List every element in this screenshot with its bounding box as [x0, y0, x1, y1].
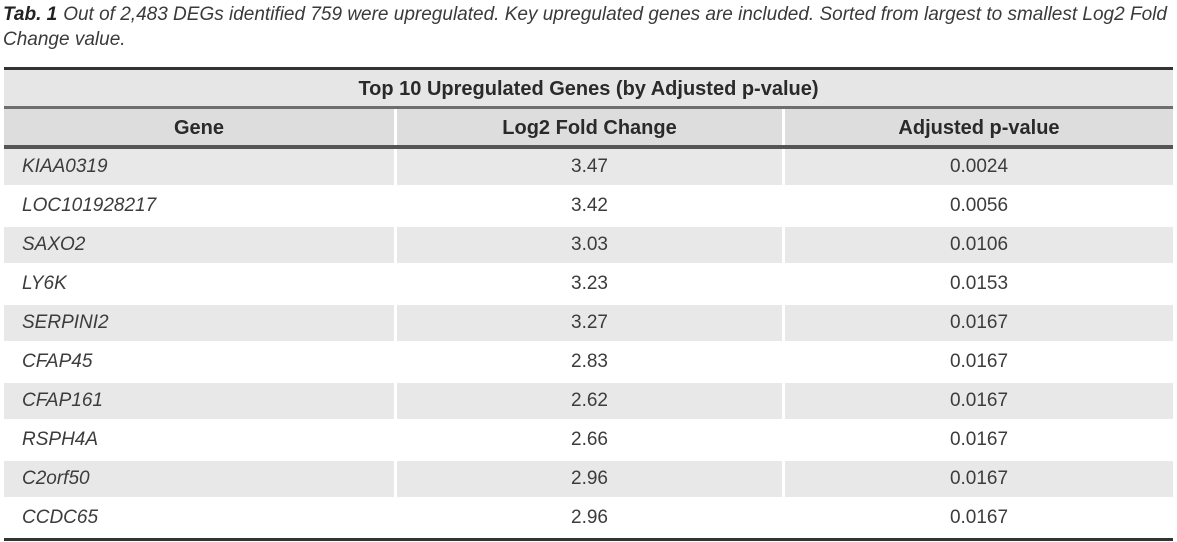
table-row: LOC101928217 3.42 0.0056 [4, 188, 1173, 224]
cell-gene: CFAP161 [22, 390, 103, 411]
column-header-log2-fold-change: Log2 Fold Change [394, 109, 782, 145]
column-header-gene: Gene [173, 117, 225, 139]
cell-adjusted-p-value: 0.0167 [782, 461, 1173, 497]
table-row: KIAA0319 3.47 0.0024 [4, 149, 1173, 185]
table-row: RSPH4A 2.66 0.0167 [4, 422, 1173, 458]
table-row: CCDC65 2.96 0.0167 [4, 500, 1173, 536]
cell-gene: LY6K [22, 273, 67, 294]
cell-adjusted-p-value: 0.0167 [782, 305, 1173, 341]
cell-log2-fold-change: 2.96 [394, 500, 782, 536]
cell-adjusted-p-value: 0.0056 [782, 188, 1173, 224]
cell-gene: CCDC65 [22, 507, 99, 528]
cell-gene: C2orf50 [22, 468, 90, 489]
cell-log2-fold-change: 2.96 [394, 461, 782, 497]
table-title-rule [4, 106, 1173, 109]
table-header-row: Gene Log2 Fold Change Adjusted p-value [4, 109, 1173, 145]
cell-gene: LOC101928217 [22, 195, 157, 216]
cell-gene: RSPH4A [22, 429, 99, 450]
cell-log2-fold-change: 2.62 [394, 383, 782, 419]
cell-adjusted-p-value: 0.0167 [782, 500, 1173, 536]
cell-adjusted-p-value: 0.0024 [782, 149, 1173, 185]
caption-label: Tab. 1 [3, 4, 58, 25]
table-header-rule [4, 145, 1173, 149]
cell-gene: SERPINI2 [22, 312, 109, 333]
cell-log2-fold-change: 2.83 [394, 344, 782, 380]
table-body: KIAA0319 3.47 0.0024 LOC101928217 3.42 0.0056… [4, 149, 1173, 536]
cell-log2-fold-change: 3.23 [394, 266, 782, 302]
cell-adjusted-p-value: 0.0167 [782, 422, 1173, 458]
table-row: LY6K 3.23 0.0153 [4, 266, 1173, 302]
table-row: C2orf50 2.96 0.0167 [4, 461, 1173, 497]
cell-log2-fold-change: 2.66 [394, 422, 782, 458]
column-header-adjusted-p-value: Adjusted p-value [782, 109, 1173, 145]
cell-log2-fold-change: 3.27 [394, 305, 782, 341]
table-title: Top 10 Upregulated Genes (by Adjusted p-… [4, 70, 1173, 106]
cell-adjusted-p-value: 0.0106 [782, 227, 1173, 263]
gene-table: Top 10 Upregulated Genes (by Adjusted p-… [4, 67, 1173, 541]
cell-log2-fold-change: 3.42 [394, 188, 782, 224]
table-caption: Tab. 1 Out of 2,483 DEGs identified 759 w… [3, 2, 1173, 52]
table-top-rule [4, 67, 1173, 70]
table-row: CFAP161 2.62 0.0167 [4, 383, 1173, 419]
cell-log2-fold-change: 3.47 [394, 149, 782, 185]
cell-log2-fold-change: 3.03 [394, 227, 782, 263]
cell-gene: CFAP45 [22, 351, 93, 372]
table-row: SERPINI2 3.27 0.0167 [4, 305, 1173, 341]
table-row: SAXO2 3.03 0.0106 [4, 227, 1173, 263]
table-row: CFAP45 2.83 0.0167 [4, 344, 1173, 380]
cell-gene: KIAA0319 [22, 156, 108, 177]
cell-adjusted-p-value: 0.0153 [782, 266, 1173, 302]
cell-adjusted-p-value: 0.0167 [782, 383, 1173, 419]
cell-gene: SAXO2 [22, 234, 86, 255]
caption-text: Out of 2,483 DEGs identified 759 were up… [3, 4, 1167, 50]
table-bottom-rule [4, 538, 1173, 541]
cell-adjusted-p-value: 0.0167 [782, 344, 1173, 380]
